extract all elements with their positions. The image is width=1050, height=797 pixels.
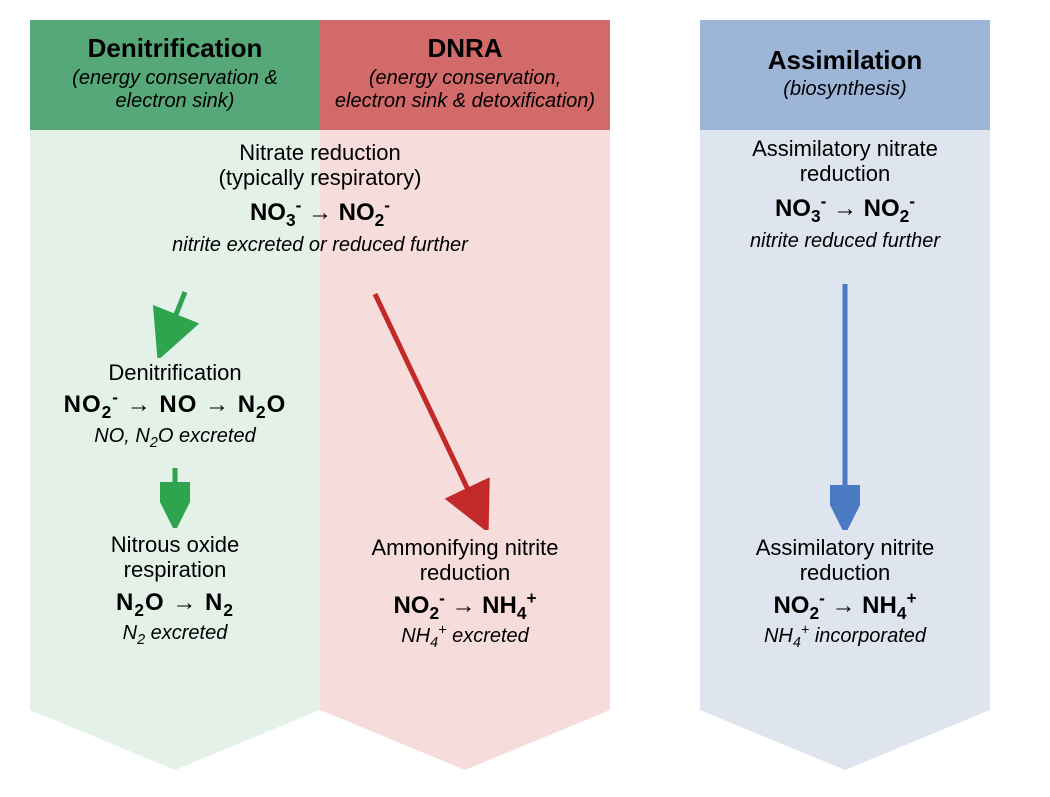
assimilation-subtitle: (biosynthesis): [714, 78, 976, 101]
assim-top-formula: NO3- → NO2-: [700, 195, 990, 223]
denit-step3: Nitrous oxide respiration N2O → N2 N2 ex…: [30, 532, 320, 645]
assim-bot-formula: NO2- → NH4+: [700, 592, 990, 620]
dnra-subtitle: (energy conservation, electron sink & de…: [334, 67, 596, 113]
dnra-header: DNRA (energy conservation, electron sink…: [320, 20, 610, 130]
shared-line1: Nitrate reduction: [30, 140, 610, 165]
denit-step2-formula: NO2- → NO → N2O: [30, 391, 320, 419]
shared-line2: (typically respiratory): [30, 165, 610, 190]
assimilation-body: Assimilatory nitrate reduction NO3- → NO…: [700, 130, 990, 710]
denit-step3-title-l2: respiration: [30, 557, 320, 582]
assimilation-header: Assimilation (biosynthesis): [700, 20, 990, 130]
assim-arrow: [830, 280, 860, 530]
denit-arrow-2: [160, 466, 190, 528]
panel-dnra: DNRA (energy conservation, electron sink…: [320, 20, 610, 710]
assim-top-note: nitrite reduced further: [700, 230, 990, 253]
dnra-title: DNRA: [334, 33, 596, 64]
assim-top-title-l1: Assimilatory nitrate: [700, 136, 990, 161]
denit-arrow-1: [150, 290, 200, 358]
shared-note: nitrite excreted or reduced further: [30, 234, 610, 257]
denitrification-header: Denitrification (energy conservation & e…: [30, 20, 320, 130]
denitrification-title: Denitrification: [44, 33, 306, 64]
dnra-arrow: [360, 290, 520, 530]
denit-step3-title-l1: Nitrous oxide: [30, 532, 320, 557]
dnra-step-title-l1: Ammonifying nitrite: [320, 535, 610, 560]
denit-step3-formula: N2O → N2: [30, 589, 320, 617]
panel-denitrification: Denitrification (energy conservation & e…: [30, 20, 320, 710]
assim-bot-title-l2: reduction: [700, 560, 990, 585]
dnra-chevron: [320, 710, 610, 770]
shared-nitrate-reduction: Nitrate reduction (typically respiratory…: [30, 140, 610, 257]
assim-bot-title-l1: Assimilatory nitrite: [700, 535, 990, 560]
shared-formula: NO3- → NO2-: [30, 199, 610, 227]
denit-step2: Denitrification NO2- → NO → N2O NO, N2O …: [30, 360, 320, 448]
assimilation-chevron: [700, 710, 990, 770]
assimilation-title: Assimilation: [714, 45, 976, 76]
dnra-step-note: NH4+ excreted: [320, 625, 610, 648]
denit-step3-note: N2 excreted: [30, 622, 320, 645]
dnra-step-title-l2: reduction: [320, 560, 610, 585]
assim-top-title-l2: reduction: [700, 161, 990, 186]
denitrification-chevron: [30, 710, 320, 770]
denit-step2-title: Denitrification: [30, 360, 320, 385]
assim-bot: Assimilatory nitrite reduction NO2- → NH…: [700, 535, 990, 648]
assim-bot-note: NH4+ incorporated: [700, 625, 990, 648]
denit-step2-note: NO, N2O excreted: [30, 425, 320, 448]
dnra-step-formula: NO2- → NH4+: [320, 592, 610, 620]
assim-top: Assimilatory nitrate reduction NO3- → NO…: [700, 136, 990, 253]
panel-assimilation: Assimilation (biosynthesis) Assimilatory…: [700, 20, 990, 710]
diagram-container: Denitrification (energy conservation & e…: [0, 0, 1050, 797]
denitrification-subtitle: (energy conservation & electron sink): [44, 67, 306, 113]
dnra-step: Ammonifying nitrite reduction NO2- → NH4…: [320, 535, 610, 648]
